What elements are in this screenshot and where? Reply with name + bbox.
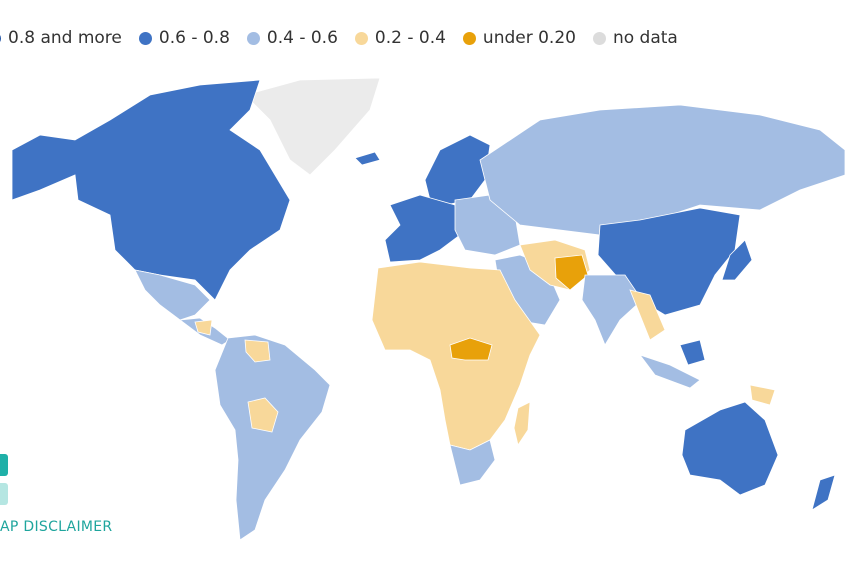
region	[244, 339, 271, 363]
legend-label: no data	[612, 28, 678, 48]
legend-item[interactable]: no data	[592, 28, 678, 48]
region	[244, 77, 381, 176]
zoom-out-button[interactable]	[0, 483, 8, 505]
region	[194, 319, 213, 336]
legend-item[interactable]: under 0.20	[462, 28, 576, 48]
zoom-in-button[interactable]	[0, 454, 8, 476]
legend-item[interactable]: 0.6 - 0.8	[138, 28, 230, 48]
region	[811, 474, 836, 511]
legend-label: 0.4 - 0.6	[266, 28, 338, 48]
legend: 0.8 and more 0.6 - 0.8 0.4 - 0.6 0.2 - 0.4 u…	[0, 26, 695, 50]
legend-label: 0.6 - 0.8	[158, 28, 230, 48]
region	[638, 354, 701, 389]
region	[721, 239, 753, 281]
legend-label: under 0.20	[482, 28, 576, 48]
map-disclaimer-link[interactable]: AP DISCLAIMER	[0, 519, 113, 535]
region	[424, 134, 491, 206]
legend-swatch	[592, 31, 606, 45]
legend-label: 0.8 and more	[8, 28, 122, 48]
region	[681, 401, 779, 496]
region	[449, 439, 496, 486]
region	[354, 151, 381, 166]
region	[479, 104, 846, 236]
region	[554, 254, 589, 291]
legend-item[interactable]: 0.4 - 0.6	[246, 28, 338, 48]
region	[449, 337, 493, 361]
legend-swatch	[0, 31, 1, 45]
region	[11, 79, 291, 301]
region	[214, 334, 331, 541]
legend-item[interactable]: 0.8 and more	[0, 28, 122, 48]
legend-item[interactable]: 0.2 - 0.4	[354, 28, 446, 48]
region	[679, 339, 706, 366]
legend-swatch	[138, 31, 152, 45]
legend-label: 0.2 - 0.4	[374, 28, 446, 48]
region	[581, 274, 643, 346]
region	[134, 269, 211, 321]
region	[749, 384, 776, 406]
region	[629, 289, 666, 341]
legend-swatch	[354, 31, 368, 45]
legend-swatch	[462, 31, 476, 45]
legend-swatch	[246, 31, 260, 45]
region	[384, 194, 461, 263]
region	[513, 401, 531, 446]
region	[247, 397, 279, 433]
